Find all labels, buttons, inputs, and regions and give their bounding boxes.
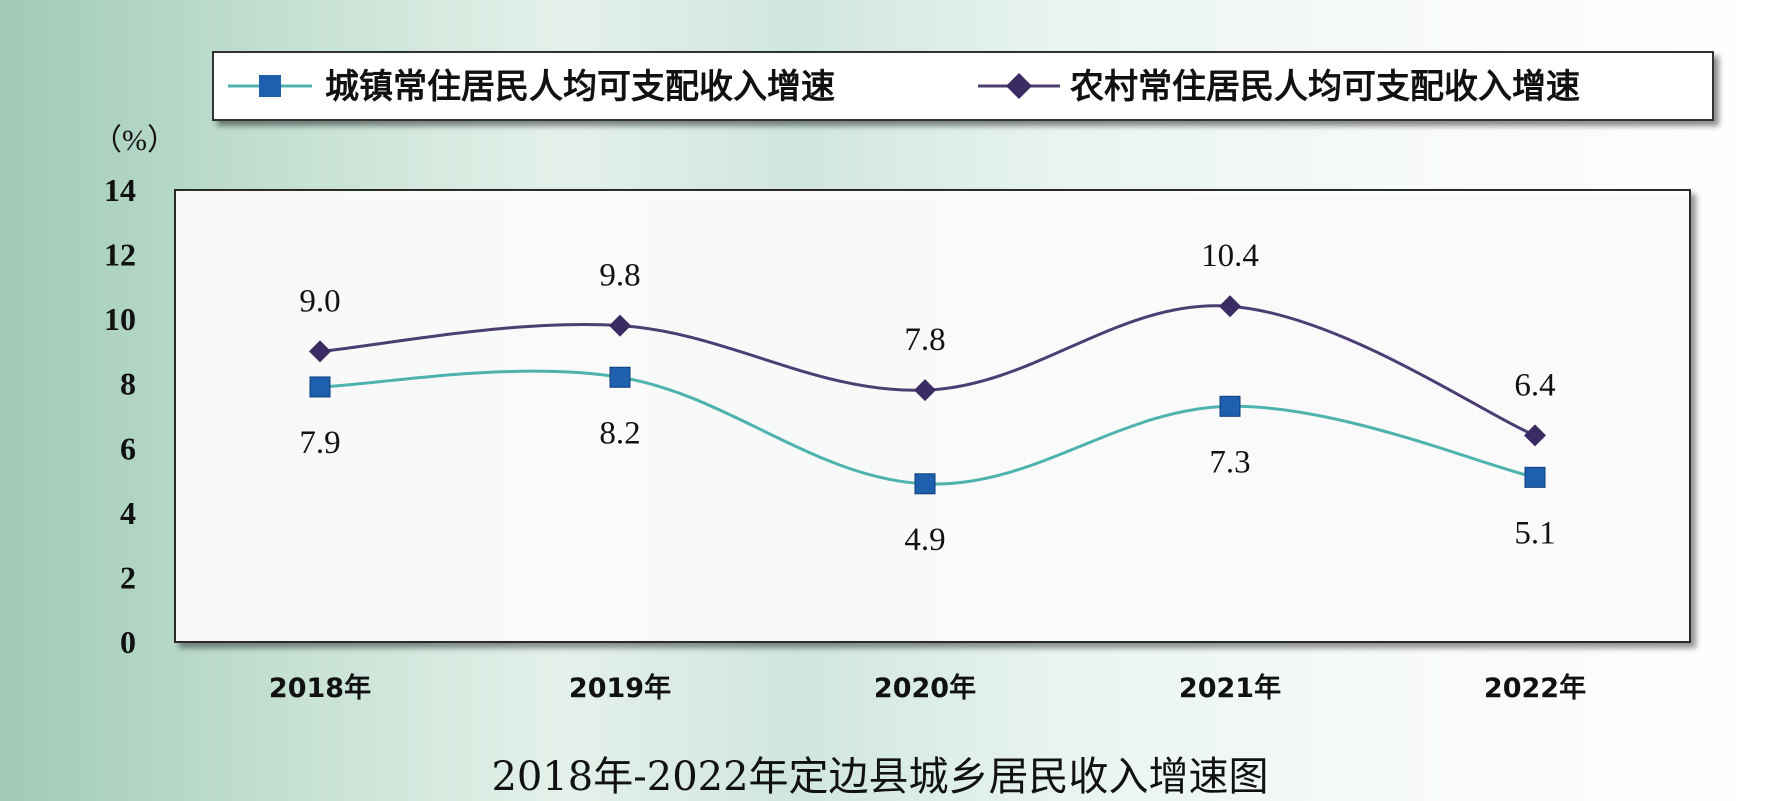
x-tick-label: 2019年: [569, 672, 671, 704]
data-point-rural: [914, 379, 936, 402]
y-unit-label: （%）: [92, 124, 177, 157]
data-label-rural: 7.8: [904, 322, 945, 358]
series-layer: [309, 295, 1546, 495]
data-point-urban: [609, 366, 631, 388]
data-label-urban: 7.3: [1209, 444, 1250, 480]
y-tick-label: 14: [104, 172, 136, 208]
y-tick-label: 6: [120, 430, 136, 466]
data-point-urban: [1219, 395, 1241, 417]
data-label-urban: 4.9: [904, 522, 945, 558]
y-axis-ticks: 0 2 4 6 8 10 12 14: [104, 172, 136, 660]
data-point-urban: [309, 376, 331, 398]
x-tick-label: 2022年: [1484, 672, 1586, 704]
data-label-rural: 9.0: [299, 283, 340, 319]
data-point-rural: [1524, 424, 1546, 447]
x-tick-label: 2020年: [874, 672, 976, 704]
legend: 城镇常住居民人均可支配收入增速 农村常住居民人均可支配收入增速: [212, 51, 1714, 121]
legend-marker-urban: [259, 75, 281, 97]
legend-label-urban: 城镇常住居民人均可支配收入增速: [325, 67, 835, 107]
legend-box: [212, 51, 1714, 121]
y-tick-label: 12: [104, 237, 136, 273]
legend-label-rural: 农村常住居民人均可支配收入增速: [1070, 67, 1580, 107]
data-point-urban: [914, 473, 936, 495]
y-tick-label: 2: [120, 559, 136, 595]
x-tick-label: 2018年: [269, 672, 371, 704]
data-labels: 7.9 8.2 4.9 7.3 5.1 9.0 9.8 7.8 10.4 6.4: [299, 238, 1555, 558]
data-point-rural: [309, 340, 331, 363]
data-point-rural: [609, 314, 631, 337]
x-axis-ticks: 2018年 2019年 2020年 2021年 2022年: [269, 672, 1586, 704]
x-tick-label: 2021年: [1179, 672, 1281, 704]
y-tick-label: 4: [120, 495, 136, 531]
data-label-urban: 8.2: [599, 415, 640, 451]
y-tick-label: 8: [120, 366, 136, 402]
data-label-urban: 5.1: [1514, 515, 1555, 551]
legend-marker-rural: [1006, 73, 1032, 99]
data-point-rural: [1219, 295, 1241, 318]
data-label-urban: 7.9: [299, 425, 340, 461]
chart-title: 2018年-2022年定边县城乡居民收入增速图: [491, 754, 1268, 800]
plot-area: [174, 189, 1691, 643]
data-label-rural: 10.4: [1201, 238, 1259, 274]
y-tick-label: 10: [104, 301, 136, 337]
y-tick-label: 0: [120, 624, 136, 660]
data-label-rural: 6.4: [1514, 367, 1555, 403]
data-label-rural: 9.8: [599, 258, 640, 294]
data-point-urban: [1524, 466, 1546, 488]
